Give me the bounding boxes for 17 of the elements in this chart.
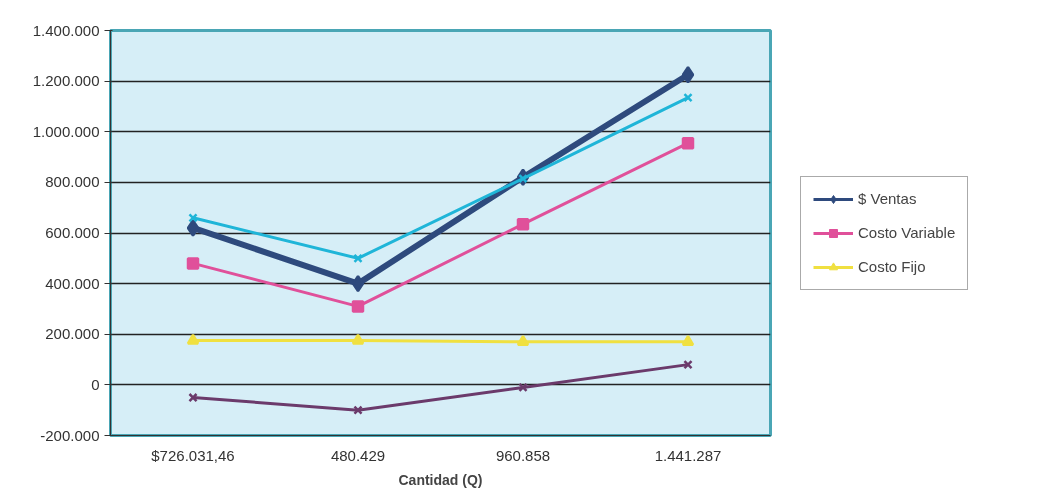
y-tick-label: 1.200.000 [32,72,100,90]
y-tick-label: 400.000 [45,274,100,292]
x-axis-title: Cantidad (Q) [398,471,483,488]
x-tick-label: $726.031,46 [151,446,235,464]
x-tick-label: 960.858 [495,446,551,464]
y-tick-label: 800.000 [45,173,100,191]
y-tick-label: 1.400.000 [32,21,100,39]
y-tick-label: 1.000.000 [32,122,100,140]
legend-label: $ Ventas [858,190,917,207]
y-tick-label: 200.000 [45,325,100,343]
legend-label: Costo Fijo [858,258,926,275]
y-tick-label: 600.000 [45,224,100,241]
x-tick-label: 480.429 [330,446,386,464]
legend-label: Costo Variable [858,224,956,241]
x-tick-label: 1.441.287 [654,446,722,464]
y-tick-label: -200.000 [40,426,100,444]
y-tick-label: 0 [91,375,100,393]
